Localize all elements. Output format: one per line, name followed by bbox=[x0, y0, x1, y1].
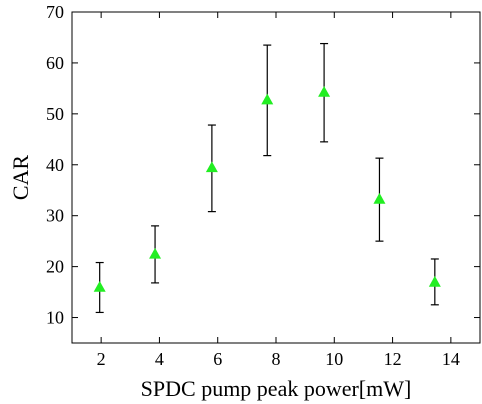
data-point-triangle bbox=[428, 275, 441, 287]
x-tick-label: 12 bbox=[384, 349, 402, 369]
x-tick-label: 8 bbox=[272, 349, 281, 369]
data-point-triangle bbox=[205, 161, 218, 173]
x-tick-label: 4 bbox=[155, 349, 164, 369]
y-tick-label: 70 bbox=[46, 2, 64, 22]
y-tick-label: 50 bbox=[46, 104, 64, 124]
data-point-triangle bbox=[373, 192, 386, 204]
data-point-triangle bbox=[93, 280, 106, 292]
x-tick-label: 10 bbox=[325, 349, 343, 369]
x-tick-label: 6 bbox=[213, 349, 222, 369]
y-axis-label: CAR bbox=[8, 155, 33, 201]
x-tick-label: 14 bbox=[442, 349, 460, 369]
error-bars bbox=[95, 42, 439, 314]
data-point-triangle bbox=[149, 247, 162, 259]
x-tick-label: 2 bbox=[97, 349, 106, 369]
tick-labels: 2 4 6 8 10 12 14 10 20 30 40 50 60 70 bbox=[46, 2, 460, 369]
y-tick-label: 40 bbox=[46, 155, 64, 175]
y-tick-label: 10 bbox=[46, 308, 64, 328]
y-tick-label: 60 bbox=[46, 53, 64, 73]
y-tick-label: 20 bbox=[46, 257, 64, 277]
data-point-triangle bbox=[261, 93, 274, 105]
data-point-triangle bbox=[318, 85, 331, 97]
data-points bbox=[93, 85, 441, 292]
plot-frame bbox=[71, 11, 481, 344]
y-tick-label: 30 bbox=[46, 206, 64, 226]
tick-marks bbox=[72, 11, 480, 343]
x-axis-label: SPDC pump peak power[mW] bbox=[141, 376, 412, 401]
